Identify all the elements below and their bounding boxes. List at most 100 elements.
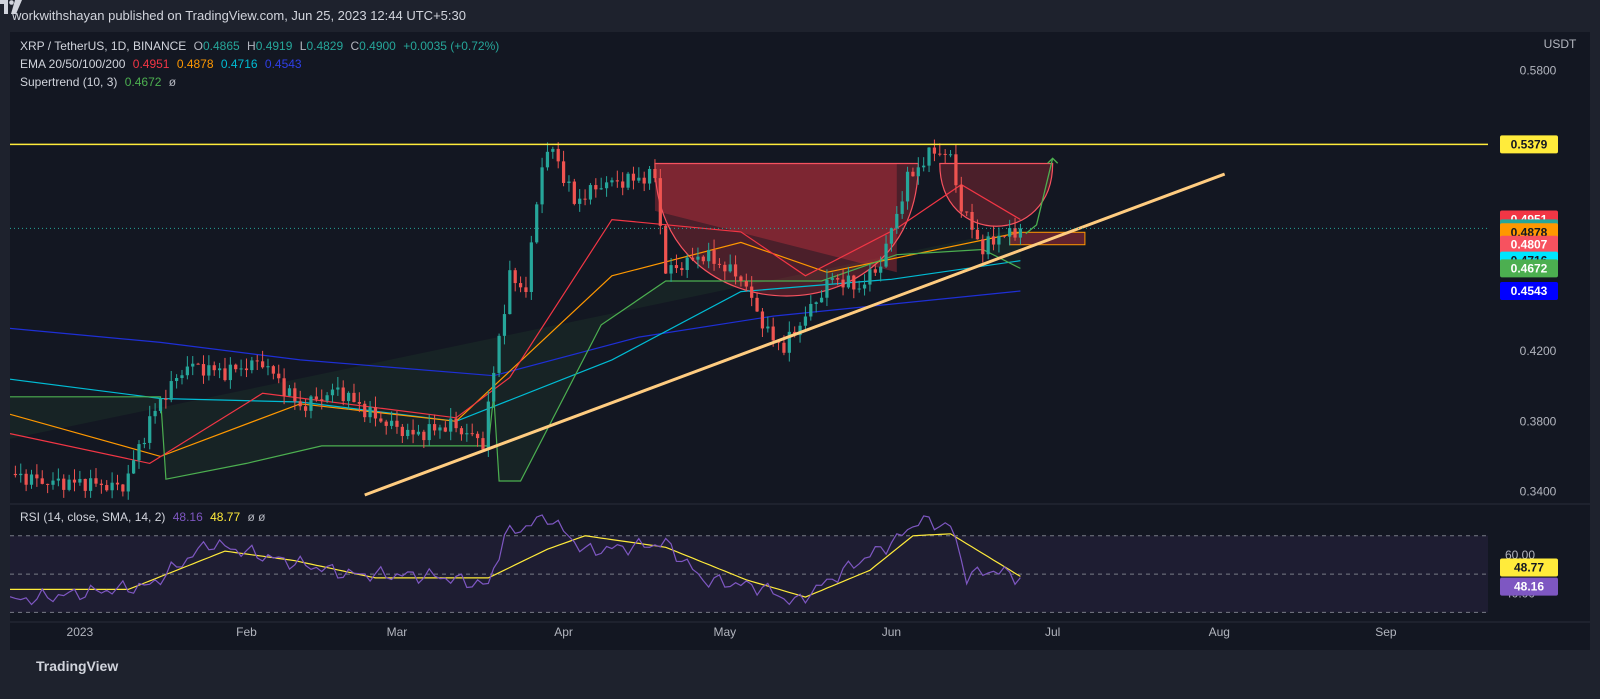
date-tick-label: Jun	[882, 625, 901, 639]
candle-body	[744, 281, 748, 287]
candle-body	[62, 478, 66, 490]
candle-body	[798, 325, 802, 336]
candle-body	[293, 388, 297, 402]
candle-body	[884, 243, 888, 267]
breakout-arrow-head	[1047, 157, 1059, 164]
candle-body	[115, 482, 120, 485]
candle-body	[755, 297, 759, 312]
supertrend-line	[10, 248, 1021, 482]
candle-body	[567, 181, 571, 183]
candle-body	[212, 365, 216, 371]
candle-body	[169, 381, 173, 400]
rsi-axis-label-text: 48.77	[1514, 560, 1544, 574]
candle-body	[647, 168, 652, 184]
candle-body	[196, 363, 200, 365]
publisher-bar: workwithshayan published on TradingView.…	[0, 0, 1600, 32]
candle-body	[228, 364, 232, 381]
date-tick-label: Apr	[554, 625, 573, 639]
candle-body	[852, 275, 856, 290]
candle-body	[653, 168, 657, 179]
candle-body	[83, 478, 87, 491]
candle-body	[696, 256, 700, 260]
candle-body	[481, 438, 485, 450]
candle-body	[357, 402, 361, 404]
price-tick-label: 0.4200	[1520, 344, 1557, 358]
candle-body	[363, 403, 367, 418]
candle-body	[422, 431, 426, 441]
candle-body	[841, 279, 845, 288]
close-label: C	[350, 39, 360, 53]
rsi-axis-label-text: 48.16	[1514, 580, 1544, 594]
candle-body	[449, 418, 453, 432]
candle-body	[690, 257, 695, 260]
candle-body	[766, 326, 770, 329]
candle-body	[975, 229, 980, 240]
low-label: L	[299, 39, 307, 53]
candle-body	[395, 420, 399, 427]
candle-body	[610, 180, 614, 183]
candle-body	[67, 479, 71, 490]
candle-body	[991, 236, 996, 245]
candle-body	[287, 388, 292, 396]
candle-body	[803, 316, 808, 326]
candle-body	[943, 153, 947, 155]
candle-body	[642, 177, 646, 184]
candle-body	[862, 284, 867, 289]
candle-body	[981, 239, 985, 255]
candle-body	[443, 427, 447, 432]
candle-body	[911, 171, 915, 177]
candle-body	[809, 303, 813, 317]
candle-body	[465, 433, 469, 435]
rsi-axis-label	[1500, 558, 1558, 577]
ema100-line	[10, 260, 1021, 422]
rsi-ma-value: 48.77	[210, 510, 241, 524]
candle-body	[411, 429, 415, 435]
candle-body	[723, 264, 727, 272]
candle-body	[46, 483, 50, 485]
candle-body	[384, 421, 388, 426]
candle-body	[19, 473, 23, 476]
price-chart[interactable]: 0.58000.42000.38000.3400USDT60.0040.0020…	[10, 32, 1590, 650]
ema-label: EMA 20/50/100/200	[20, 57, 126, 71]
candle-body	[330, 389, 335, 396]
candle-body	[997, 235, 1001, 245]
candle-body	[948, 154, 953, 156]
candle-body	[223, 368, 227, 381]
candle-body	[615, 180, 619, 182]
candle-body	[379, 418, 383, 422]
candle-body	[787, 331, 791, 353]
candle-body	[513, 270, 517, 284]
close-value: 0.4900	[359, 39, 396, 53]
ema200-value: 0.4543	[264, 57, 302, 71]
candle-body	[825, 279, 829, 298]
candle-body	[578, 198, 582, 204]
candle-body	[191, 363, 195, 367]
candle-body	[432, 424, 437, 431]
candle-body	[72, 479, 77, 483]
candle-body	[868, 269, 872, 285]
tradingview-brand[interactable]: TradingView	[36, 658, 119, 674]
candle-body	[470, 433, 474, 435]
footer	[0, 650, 1600, 699]
candle-body	[110, 482, 114, 491]
price-tick-label: 0.3400	[1520, 484, 1557, 498]
candle-body	[561, 161, 566, 183]
candle-body	[207, 365, 211, 376]
rsi-axis-label	[1500, 577, 1558, 596]
candle-body	[389, 420, 394, 426]
candle-body	[341, 387, 345, 402]
price-axis-label: 0.4543	[1500, 282, 1558, 301]
candle-body	[255, 360, 259, 362]
high-label: H	[247, 39, 256, 53]
candle-body	[760, 311, 765, 329]
candle-body	[346, 392, 351, 402]
candle-body	[637, 177, 641, 181]
candle-body	[782, 342, 786, 353]
svg-text:0.5379: 0.5379	[1511, 137, 1548, 151]
candle-body	[1013, 228, 1017, 238]
candle-body	[750, 286, 754, 298]
candle-body	[970, 211, 974, 230]
tradingview-logo-icon[interactable]	[0, 0, 22, 14]
candle-body	[309, 396, 313, 411]
breakout-arrow	[1025, 158, 1054, 235]
